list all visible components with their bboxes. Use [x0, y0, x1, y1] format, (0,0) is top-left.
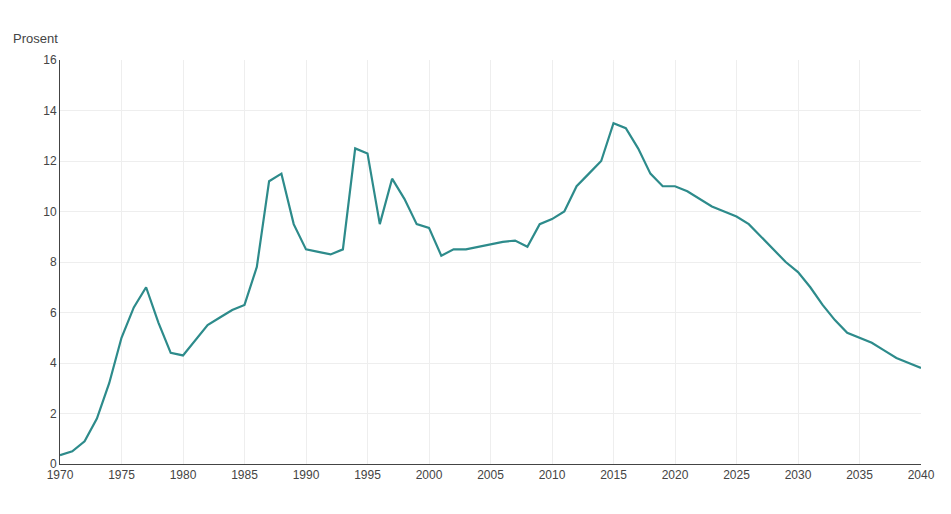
svg-text:2040: 2040 [908, 468, 935, 482]
svg-text:2000: 2000 [416, 468, 443, 482]
svg-text:12: 12 [43, 154, 57, 168]
svg-text:14: 14 [43, 104, 57, 118]
svg-text:2025: 2025 [723, 468, 750, 482]
svg-text:2: 2 [50, 407, 57, 421]
svg-text:Prosent: Prosent [13, 31, 58, 46]
svg-text:4: 4 [50, 356, 57, 370]
svg-text:2005: 2005 [477, 468, 504, 482]
svg-text:1990: 1990 [293, 468, 320, 482]
svg-text:2035: 2035 [846, 468, 873, 482]
svg-text:16: 16 [43, 53, 57, 67]
svg-text:2010: 2010 [539, 468, 566, 482]
svg-text:6: 6 [50, 306, 57, 320]
svg-text:10: 10 [43, 205, 57, 219]
svg-text:1980: 1980 [170, 468, 197, 482]
svg-text:1985: 1985 [231, 468, 258, 482]
svg-text:1995: 1995 [354, 468, 381, 482]
svg-text:2020: 2020 [662, 468, 689, 482]
svg-text:0: 0 [50, 457, 57, 471]
svg-text:2015: 2015 [600, 468, 627, 482]
svg-text:1970: 1970 [47, 468, 74, 482]
svg-text:2030: 2030 [785, 468, 812, 482]
svg-text:8: 8 [50, 255, 57, 269]
svg-text:1975: 1975 [108, 468, 135, 482]
